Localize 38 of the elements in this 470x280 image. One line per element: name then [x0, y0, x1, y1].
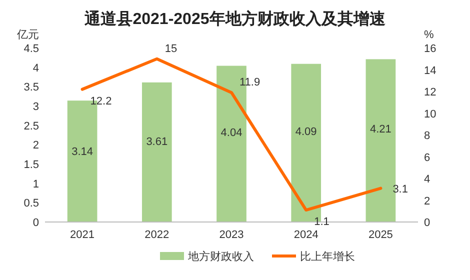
y-axis-title: 亿元	[16, 29, 39, 41]
y-tick-label: 1	[32, 178, 39, 190]
y-tick-label: 4.5	[24, 43, 39, 55]
y-tick-label: 2	[32, 140, 39, 152]
data-label: 3.14	[72, 146, 94, 158]
data-label: 4.04	[220, 127, 242, 140]
y-tick-label: 3.5	[24, 82, 39, 94]
y2-tick-label: 8	[424, 130, 430, 142]
y2-tick-label: 12	[424, 86, 436, 98]
y-tick-label: 2.5	[24, 120, 39, 132]
data-label: 4.09	[295, 126, 317, 138]
data-label: 15	[164, 42, 178, 55]
bar	[142, 82, 172, 222]
chart-title: 通道县2021-2025年地方财政收入及其增速	[84, 9, 386, 28]
y-tick-label: 0.5	[24, 198, 39, 210]
y2-tick-label: 4	[424, 174, 430, 186]
x-tick-label: 2025	[368, 229, 393, 241]
y-tick-label: 0	[32, 217, 39, 229]
y-tick-label: 3	[32, 101, 39, 113]
y2-tick-label: 10	[424, 108, 436, 120]
y2-tick-label: 0	[424, 217, 430, 229]
y2-tick-label: 6	[424, 152, 430, 164]
x-tick-label: 2024	[294, 229, 318, 241]
y-tick-label: 4	[32, 62, 39, 74]
data-label: 3.61	[146, 136, 168, 148]
x-tick-label: 2023	[219, 229, 244, 241]
data-label: 1.1	[314, 216, 330, 228]
x-tick-label: 2021	[70, 229, 95, 241]
legend-label: 比上年增长	[300, 250, 355, 263]
y2-tick-label: 2	[424, 195, 430, 208]
data-label: 4.21	[370, 123, 392, 136]
y2-tick-label: 14	[424, 64, 436, 77]
data-label: 12.2	[90, 95, 112, 108]
y-tick-label: 1.5	[24, 159, 39, 171]
y2-axis-title: %	[424, 29, 434, 41]
x-tick-label: 2022	[144, 229, 170, 241]
y2-tick-label: 16	[424, 43, 436, 55]
legend-label: 地方财政收入	[187, 250, 254, 263]
